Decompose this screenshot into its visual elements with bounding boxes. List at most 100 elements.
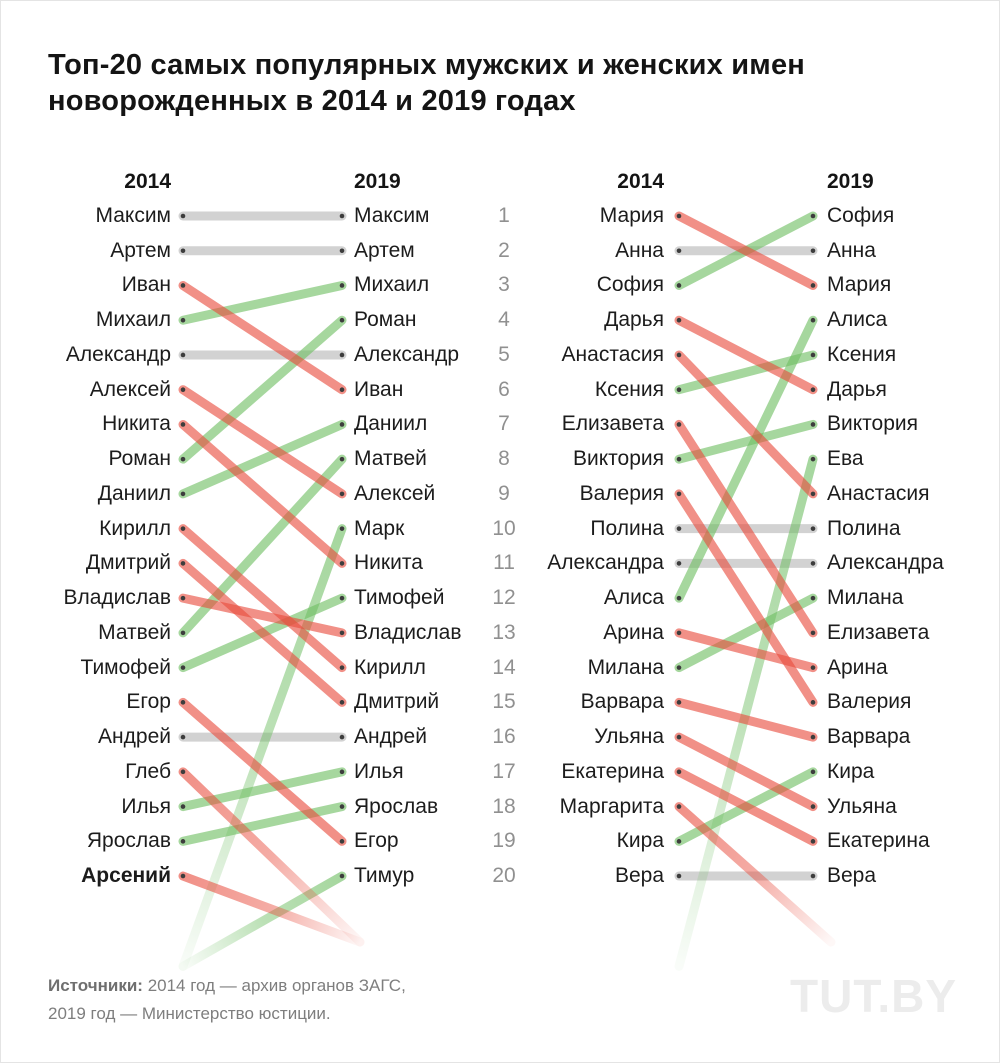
slope-dot: [810, 665, 816, 670]
name-label-2019: Дмитрий: [354, 690, 440, 714]
name-label-2014: Вера: [614, 864, 664, 888]
slope-line: [674, 315, 818, 603]
name-label-2019: Кира: [827, 759, 875, 783]
rank-number: 16: [492, 725, 516, 749]
slope-line: [178, 524, 347, 673]
slope-line: [178, 558, 347, 707]
slope-dot: [180, 248, 186, 254]
rank-number: 15: [492, 690, 516, 714]
slope-dot: [339, 595, 345, 601]
slope-line: [178, 419, 347, 568]
slope-dot: [676, 700, 682, 705]
rank-number: 1: [498, 204, 510, 227]
name-label-2019: Ева: [827, 447, 864, 471]
slope-dot: [810, 700, 816, 705]
rank-number: 17: [492, 759, 516, 783]
name-label-2014: Ксения: [594, 377, 664, 401]
slope-dot: [676, 283, 682, 288]
slope-line: [178, 871, 347, 971]
slope-dot: [676, 873, 682, 879]
slope-dot: [810, 283, 816, 288]
slope-dot: [810, 491, 816, 497]
name-label-2019: Тимофей: [354, 586, 445, 610]
slope-dot: [339, 422, 345, 427]
rank-number: 12: [492, 586, 516, 610]
rank-number: 2: [498, 238, 510, 262]
slope-dot: [676, 491, 682, 497]
slope-line: [674, 350, 818, 499]
slope-dot: [810, 526, 816, 531]
name-label-2014: Кирилл: [99, 516, 171, 540]
slope-dot: [180, 595, 186, 601]
slope-dot: [339, 630, 345, 636]
slope-dot: [339, 456, 345, 462]
name-label-2019: Роман: [354, 308, 417, 332]
name-label-2019: Вера: [827, 864, 877, 888]
column-header-2014-male-names: 2014: [124, 170, 171, 193]
name-label-2019: Елизавета: [827, 620, 930, 644]
slope-dot: [339, 526, 345, 531]
slope-dot: [339, 700, 345, 705]
slope-line: [178, 593, 347, 638]
slope-dot: [810, 630, 816, 636]
slope-dot: [339, 317, 345, 323]
slope-line: [674, 732, 818, 812]
rank-number: 4: [498, 308, 510, 332]
slope-dot: [676, 734, 682, 740]
name-label-2019: Даниил: [354, 412, 428, 436]
name-label-2014: Арина: [603, 620, 664, 644]
slope-line: [674, 315, 818, 395]
name-label-2014: Виктория: [572, 447, 664, 471]
slope-line: [674, 419, 818, 638]
rank-number: 14: [492, 655, 516, 679]
slope-dot: [339, 248, 345, 254]
slope-dot: [180, 734, 186, 740]
slope-dot: [180, 839, 186, 844]
slope-dot: [676, 456, 682, 462]
name-label-2014: Тимофей: [80, 655, 171, 679]
slope-line: [674, 454, 818, 971]
slope-dot: [810, 213, 816, 219]
slope-dot: [810, 422, 816, 427]
name-label-2019: Екатерина: [827, 829, 930, 853]
slope-line: [178, 385, 347, 499]
name-label-2014: Ульяна: [594, 725, 664, 749]
slope-dot: [339, 769, 345, 775]
name-label-2014: Варвара: [580, 690, 664, 714]
slope-dot: [339, 213, 345, 219]
rank-number: 11: [493, 551, 515, 575]
name-label-2019: Владислав: [354, 620, 462, 644]
slope-dot: [810, 595, 816, 601]
slope-line: [674, 489, 818, 707]
slope-line: [178, 419, 347, 499]
slope-line: [178, 315, 347, 464]
slope-dot: [180, 769, 186, 775]
column-header-2019-female-names: 2019: [827, 170, 874, 193]
sources-detail: 2014 год — архив органов ЗАГС, 2019 год …: [48, 976, 406, 1023]
name-label-2019: Валерия: [827, 690, 912, 714]
slope-line: [674, 802, 836, 947]
slope-dot: [180, 491, 186, 497]
name-label-2019: Алексей: [354, 481, 436, 505]
name-label-2019: Дарья: [827, 377, 887, 401]
slope-dot: [676, 595, 682, 601]
name-label-2019: Никита: [354, 551, 423, 575]
slope-dot: [339, 561, 345, 566]
name-label-2014: Глеб: [125, 759, 171, 783]
slope-dot: [810, 352, 816, 358]
slope-dot: [339, 873, 345, 879]
rank-number: 19: [492, 829, 516, 853]
name-label-2019: Милана: [827, 586, 904, 610]
rank-number: 13: [492, 620, 516, 644]
slope-dot: [676, 561, 682, 566]
slope-dot: [810, 769, 816, 775]
name-label-2014: Анастасия: [561, 342, 664, 366]
slope-dot: [676, 804, 682, 809]
slope-dot: [676, 839, 682, 844]
slope-dot: [180, 630, 186, 636]
slope-dot: [676, 769, 682, 775]
name-label-2019: Артем: [354, 238, 415, 262]
slope-dot: [180, 456, 186, 462]
name-label-2014: Арсений: [81, 864, 171, 888]
